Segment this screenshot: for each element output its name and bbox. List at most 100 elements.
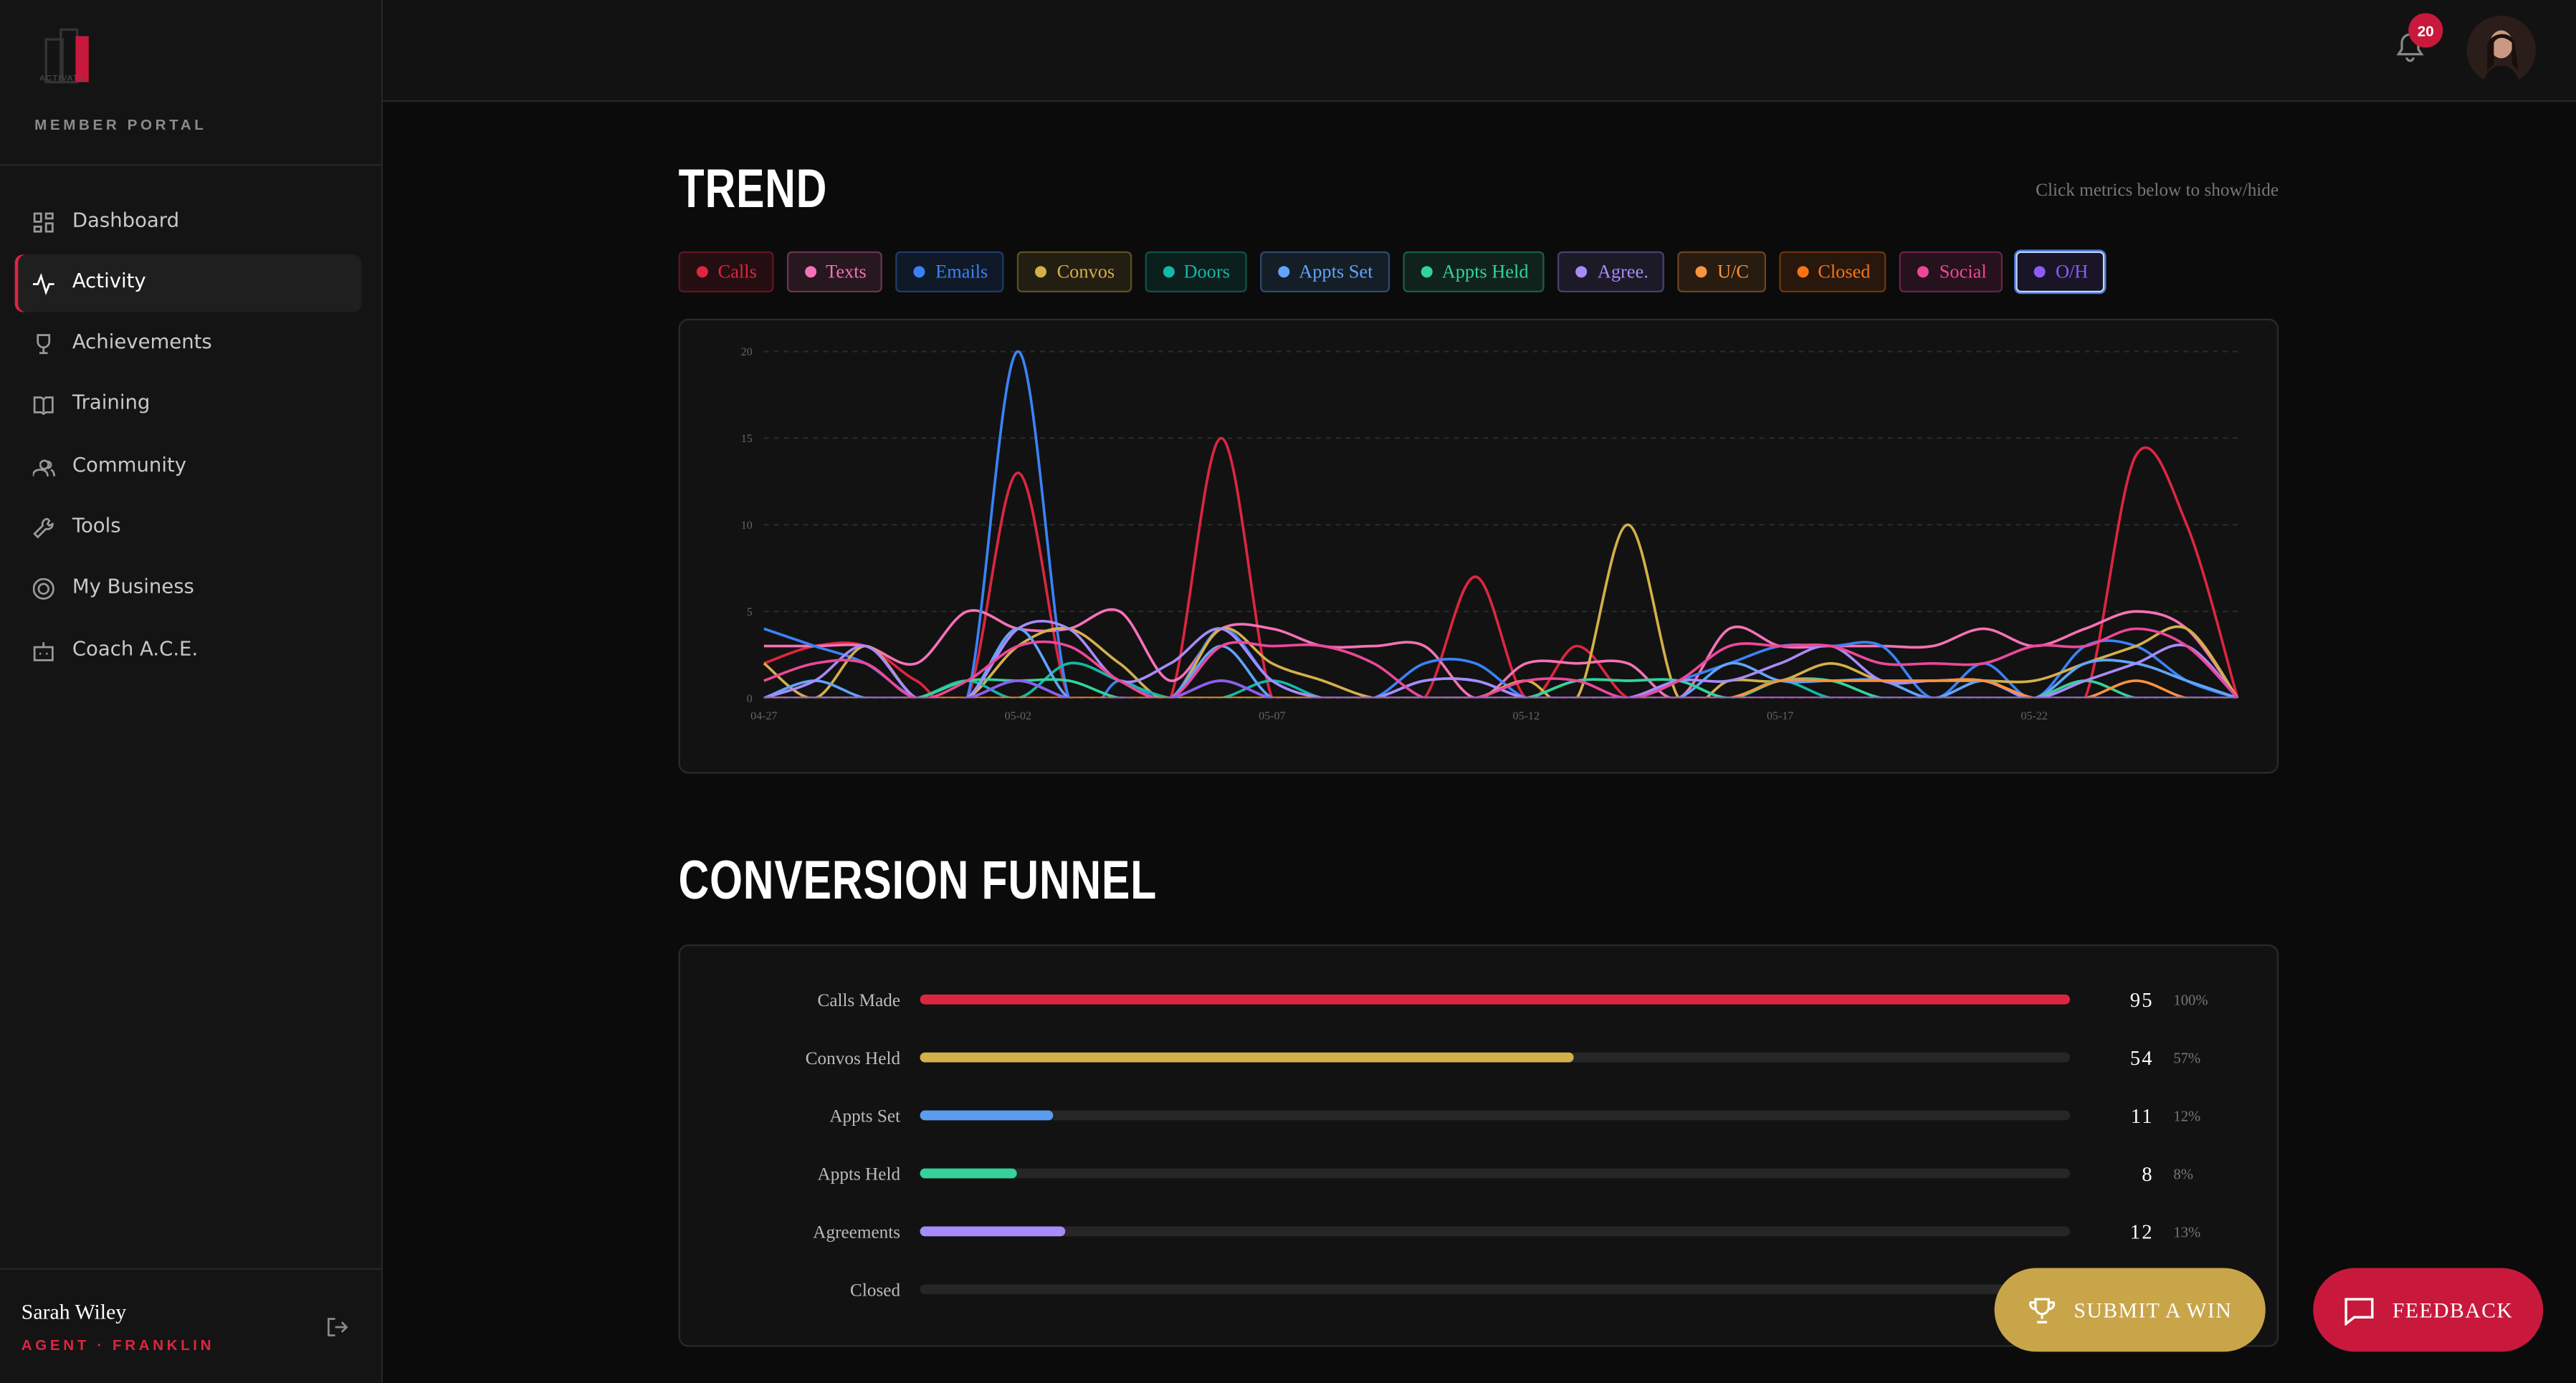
legend-label: U/C [1717,262,1750,282]
nav-item[interactable]: My Business [15,560,362,618]
funnel-share: 8% [2173,1167,2193,1182]
series-line [763,627,2239,699]
nav-icon [33,397,54,416]
nav-label: Activity [72,269,146,292]
nav-label: Community [72,452,187,476]
legend-button[interactable]: Convos [1017,251,1132,292]
y-tick-label: 15 [741,433,753,445]
funnel-title: CONVERSION FUNNEL [678,849,1158,910]
trend-title: TREND [678,158,828,219]
nav-label: Dashboard [72,207,180,231]
icon-path [33,397,54,416]
nav-icon [32,578,54,600]
divider [0,1268,381,1270]
legend-label: Social [1939,262,1987,282]
avatar[interactable] [2466,15,2537,86]
legend-button[interactable]: Closed [1778,251,1887,292]
funnel-bar [920,1226,1066,1237]
legend-dot [804,266,816,278]
legend-dot [1035,266,1047,278]
legend-label: O/H [2055,262,2089,282]
y-tick-label: 10 [741,520,753,532]
legend-button[interactable]: Appts Set [1259,251,1390,292]
feedback-button[interactable]: FEEDBACK [2313,1268,2544,1352]
legend-button[interactable]: Emails [896,251,1005,292]
funnel-share: 100% [2173,993,2208,1009]
legend-button[interactable]: Texts [786,251,883,292]
series-group [763,350,2239,699]
nav-item[interactable]: Training [15,377,362,434]
series-line [763,608,2239,699]
funnel-label: Closed [850,1281,900,1300]
legend-label: Texts [826,262,867,282]
nav-icon [33,641,54,661]
legend-button[interactable]: U/C [1678,251,1765,292]
legend-button[interactable]: Doors [1144,251,1246,292]
legend-button[interactable]: O/H [2016,251,2105,292]
logo-mark [44,28,89,84]
sidebar: ACTIVATE MEMBER PORTAL Dashboard Activity… [0,0,383,1383]
nav-item[interactable]: Tools [15,499,362,557]
series-line [763,350,2238,699]
legend-dot [1420,266,1432,278]
funnel-label: Calls Made [818,991,901,1010]
nav-label: My Business [72,575,194,599]
nav-item[interactable]: Dashboard [15,193,362,250]
feedback-label: FEEDBACK [2392,1296,2514,1321]
nav-icon [33,211,54,232]
submit-win-label: SUBMIT A WIN [2074,1296,2233,1321]
user-role: AGENT · FRANKLIN [21,1336,215,1354]
legend-dot [1796,266,1808,278]
icon-path [33,211,54,232]
nav-item[interactable]: Coach A.C.E. [15,622,362,679]
x-tick-label: 05-17 [1767,710,1793,722]
legend-button[interactable]: Social [1899,251,2003,292]
legend-dot [696,266,708,278]
nav-icon [32,272,54,295]
nav-label: Tools [72,514,121,537]
funnel-bar [920,1110,1054,1121]
funnel-track [920,1168,2071,1179]
nav-item[interactable]: Community [15,438,362,495]
icon-path [33,517,54,539]
series-line [763,436,2239,699]
funnel-value: 95 [2130,989,2154,1012]
legend-button[interactable]: Appts Held [1402,251,1545,292]
logo-text: ACTIVATE [39,74,85,84]
funnel-value: 54 [2130,1047,2154,1070]
nav-item[interactable]: Activity [14,254,362,312]
icon-path [37,334,51,355]
legend-button[interactable]: Agree. [1557,251,1665,292]
x-tick-label: 05-12 [1513,710,1540,722]
legend-dot [1696,266,1708,278]
trend-chart: 0 5 10 15 20 04-27 05-02 05-07 05-12 05-17 05-22 [741,346,2239,722]
logout-icon[interactable] [325,1316,348,1339]
top-bar: 20 [383,0,2576,102]
funnel-value: 12 [2130,1221,2154,1244]
y-tick-label: 20 [741,346,753,358]
legend-button[interactable]: Calls [678,251,773,292]
legend-label: Doors [1183,262,1230,282]
nav-icon [33,517,54,539]
x-tick-label: 05-02 [1005,710,1031,722]
nav-label: Achievements [72,330,212,354]
legend-label: Appts Held [1441,262,1529,282]
legend-dot [1162,266,1174,278]
funnel-label: Convos Held [806,1049,901,1068]
legend-dot [914,266,926,278]
funnel-track [920,1226,2071,1237]
legend-label: Emails [935,262,988,282]
series-line [763,679,2238,699]
icon-path [32,578,54,600]
funnel-bar [920,1052,1574,1063]
x-tick-label: 05-07 [1259,710,1285,722]
funnel-value: 8 [2142,1163,2154,1186]
funnel-chart: Calls Made 95 100% Convos Held 54 57% Appts Se… [806,989,2208,1300]
divider [0,164,381,166]
legend: Calls Texts Emails Convos Doors Appts Set Appt… [678,251,2105,292]
submit-win-button[interactable]: SUBMIT A WIN [1994,1268,2266,1352]
icon-path [33,641,54,661]
nav-item[interactable]: Achievements [15,315,362,373]
